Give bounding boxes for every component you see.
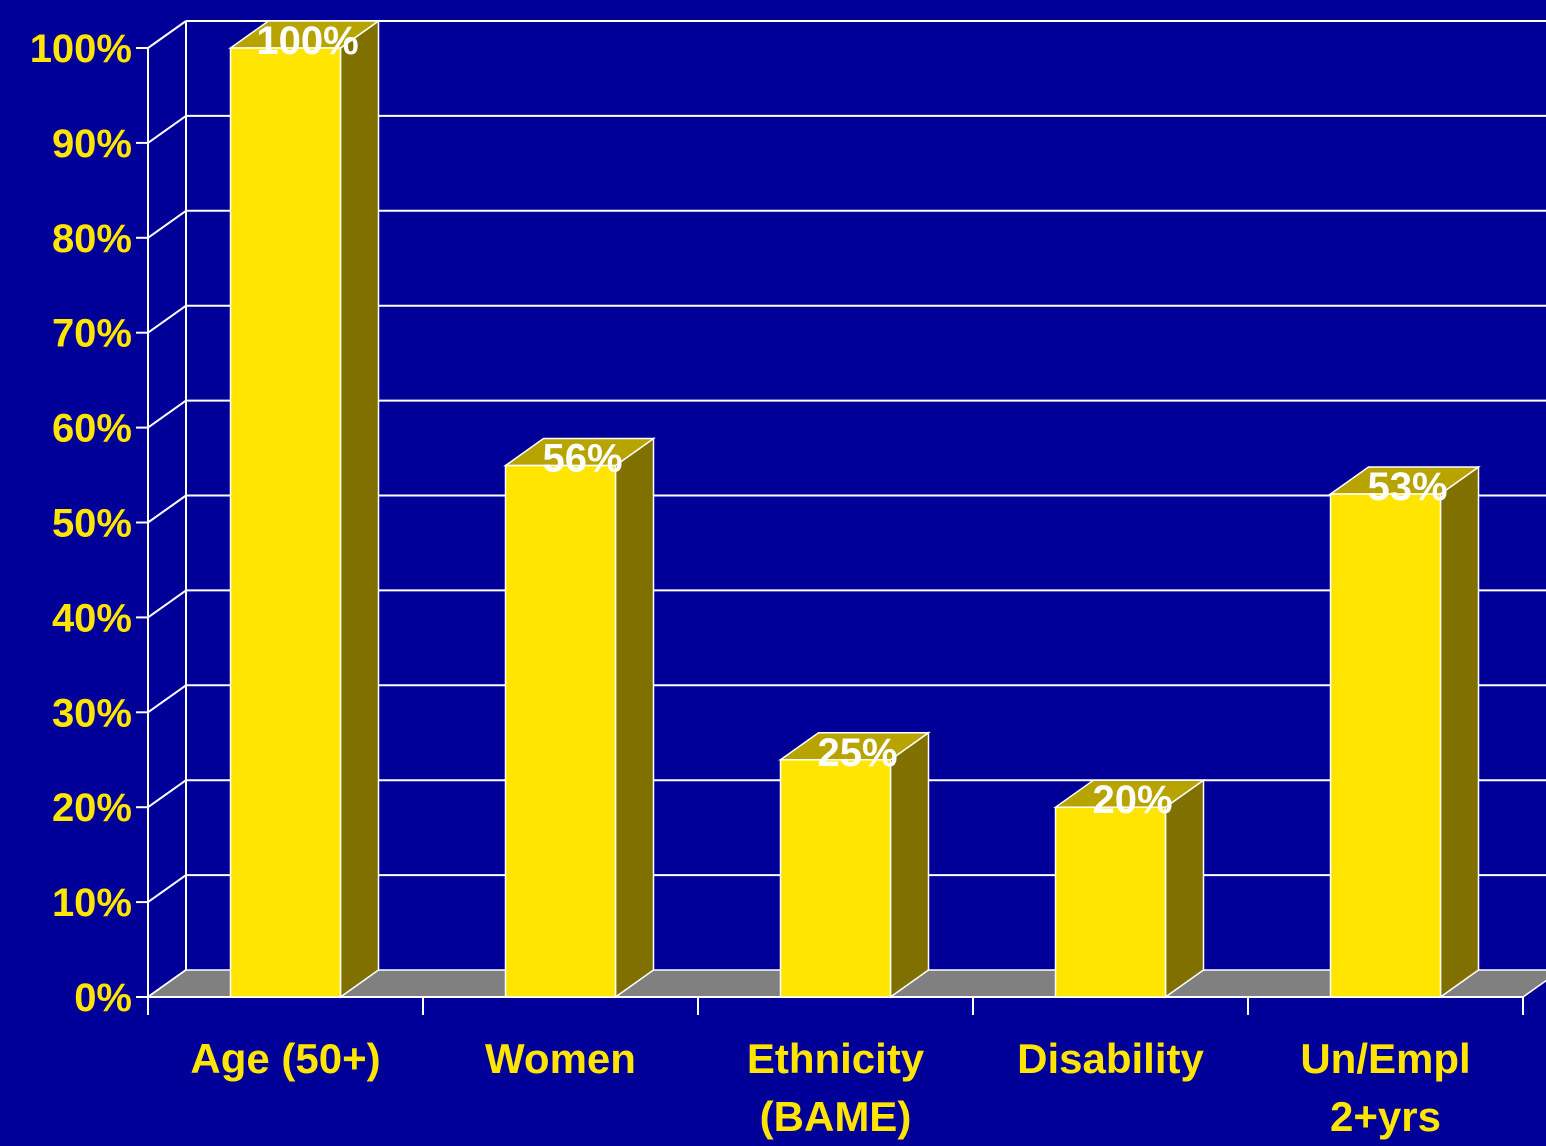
y-tick-label: 20%	[52, 786, 132, 830]
labels: 100% Age (50+) 56% Women 25% Ethnicity (BAME) 2…	[190, 19, 1470, 1140]
gridline-depth	[147, 209, 187, 239]
bar-side	[614, 437, 655, 999]
gridline-depth	[147, 684, 187, 714]
x-category-label: Disability	[1017, 1035, 1204, 1082]
bar	[1329, 493, 1442, 998]
gridline-depth	[147, 304, 187, 334]
y-tick-label: 70%	[52, 312, 132, 356]
bar	[229, 47, 342, 998]
bars	[228, 19, 1481, 999]
gridline-depth	[147, 874, 187, 903]
x-category-label: Women	[485, 1035, 636, 1082]
gridline-depth	[147, 589, 187, 619]
bar	[779, 759, 892, 998]
gridline-depth	[147, 779, 187, 809]
x-category-label: 2+yrs	[1330, 1093, 1441, 1140]
data-label: 25%	[817, 731, 897, 775]
axes: 0% 10% 20% 30% 40% 50% 60% 70% 80% 90% 100%	[30, 27, 1524, 1020]
y-tick-label: 90%	[52, 122, 132, 166]
y-tick-label: 0%	[74, 976, 132, 1020]
x-category-label: Ethnicity	[747, 1035, 925, 1082]
bar-side	[1439, 465, 1480, 999]
data-label: 53%	[1367, 465, 1447, 509]
gridline-depth	[147, 399, 187, 429]
y-tick-label: 60%	[52, 407, 132, 451]
bar	[504, 464, 617, 998]
gridline-depth	[147, 20, 187, 49]
y-tick-label: 80%	[52, 217, 132, 261]
bar	[1054, 806, 1167, 998]
y-tick-label: 50%	[52, 502, 132, 546]
y-tick-label: 40%	[52, 596, 132, 640]
data-label: 100%	[256, 19, 358, 63]
y-tick-label: 10%	[52, 881, 132, 925]
x-category-label: (BAME)	[760, 1093, 912, 1140]
gridline-depth	[147, 494, 187, 524]
y-tick-label: 100%	[30, 27, 132, 71]
gridline-depth	[147, 115, 187, 144]
x-category-label: Age (50+)	[190, 1035, 380, 1082]
x-category-label: Un/Empl	[1300, 1035, 1470, 1082]
data-label: 20%	[1092, 778, 1172, 822]
y-tick-label: 30%	[52, 691, 132, 735]
data-label: 56%	[542, 437, 622, 481]
bar-side	[339, 19, 380, 999]
